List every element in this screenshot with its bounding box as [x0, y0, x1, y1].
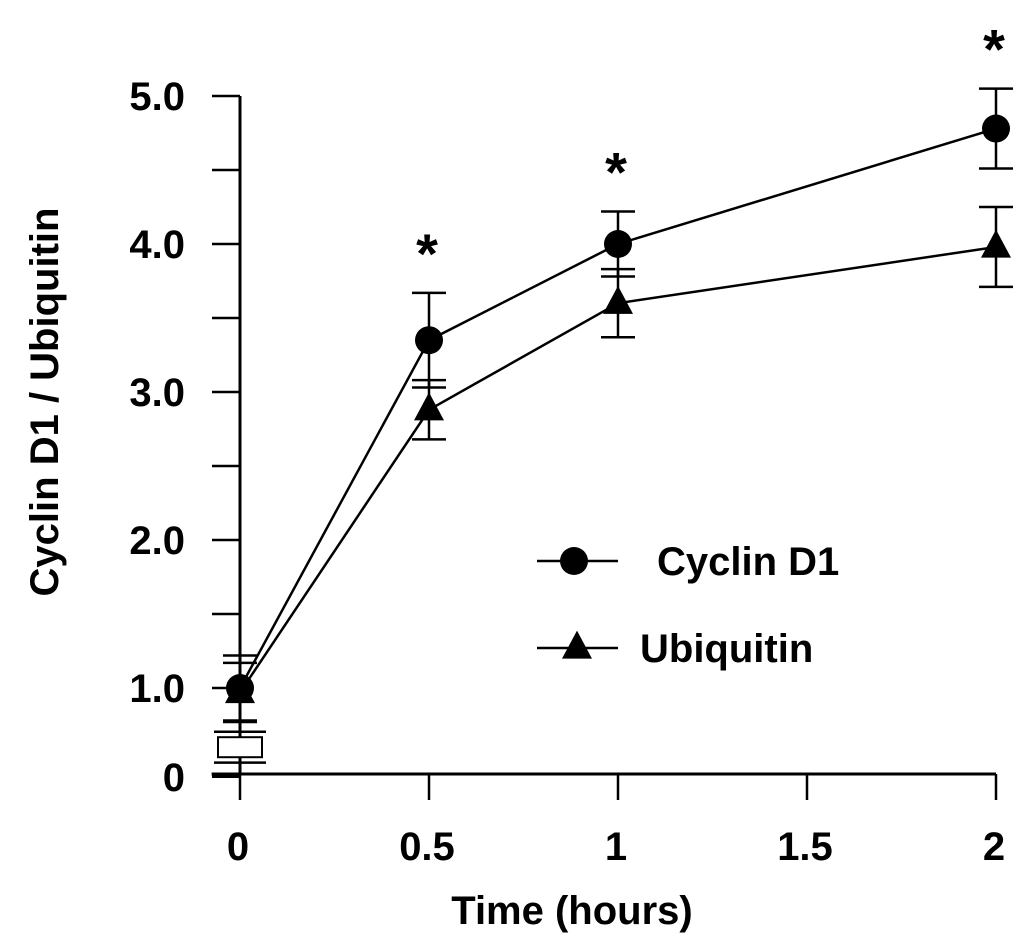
- series-layer: * * *: [214, 18, 1013, 763]
- x-tick-label: 0: [227, 825, 249, 869]
- significance-star: *: [416, 222, 438, 285]
- data-point-triangle: [981, 230, 1011, 258]
- data-point-triangle: [414, 392, 444, 420]
- y-tick-label: 1.0: [129, 667, 185, 711]
- y-tick-label: 2.0: [129, 519, 185, 563]
- x-tick-label: 1: [605, 825, 627, 869]
- legend-circle-marker: [560, 547, 588, 575]
- legend-triangle-marker: [562, 631, 592, 659]
- baseline-box: [218, 737, 262, 757]
- data-point-circle: [982, 115, 1010, 143]
- data-point-circle: [415, 326, 443, 354]
- data-point-triangle: [603, 286, 633, 314]
- legend: Cyclin D1 Ubiquitin: [537, 540, 839, 671]
- y-tick-label: 5.0: [129, 75, 185, 119]
- x-tick-label: 2: [983, 825, 1005, 869]
- y-tick-label: 3.0: [129, 371, 185, 415]
- legend-label: Ubiquitin: [640, 627, 813, 671]
- y-tick-label: 0: [163, 756, 185, 800]
- significance-star: *: [605, 140, 627, 203]
- x-tick-label: 1.5: [777, 825, 833, 869]
- y-axis-title: Cyclin D1 / Ubiquitin: [23, 208, 67, 597]
- x-tick-label: 0.5: [399, 825, 455, 869]
- y-tick-label: 4.0: [129, 223, 185, 267]
- x-axis-title: Time (hours): [451, 889, 693, 933]
- significance-star: *: [983, 18, 1005, 81]
- data-point-circle: [604, 230, 632, 258]
- legend-label: Cyclin D1: [657, 540, 839, 584]
